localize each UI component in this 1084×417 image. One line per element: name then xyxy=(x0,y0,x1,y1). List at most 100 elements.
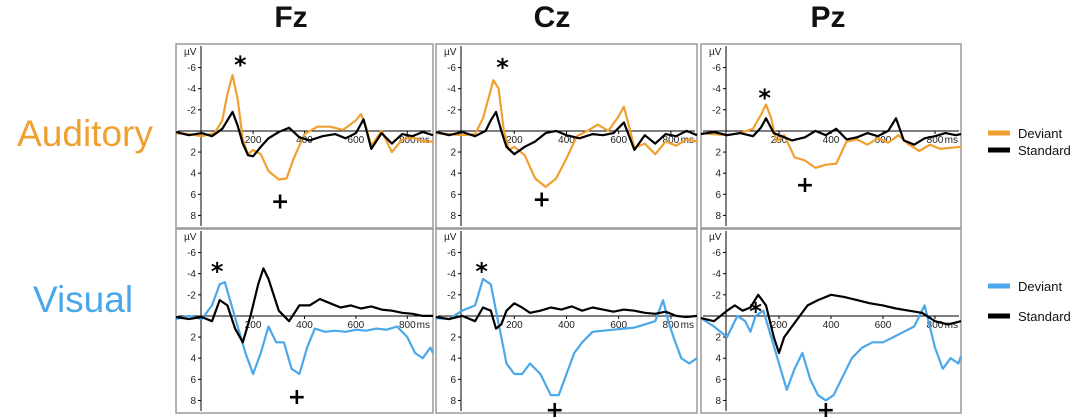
legend-label-visual-standard: Standard xyxy=(1018,309,1071,324)
x-unit-label: ms xyxy=(681,320,694,331)
significance-asterisk: * xyxy=(758,84,771,112)
y-tick-label: 8 xyxy=(190,396,196,407)
x-tick-label: 800 xyxy=(663,135,680,146)
x-tick-label: 200 xyxy=(771,320,788,331)
x-tick-label: 600 xyxy=(348,320,365,331)
significance-asterisk: * xyxy=(211,257,224,285)
row-label-visual: Visual xyxy=(33,279,133,320)
significance-plus: + xyxy=(532,188,550,213)
y-tick-label: 2 xyxy=(715,333,721,344)
y-tick-label: -4 xyxy=(187,269,196,280)
panel-visual-cz: µV -6 -4 -2 2 4 6 8 200 400 600 800 ms * + xyxy=(435,228,698,417)
x-tick-label: 200 xyxy=(506,320,523,331)
x-tick-label: 400 xyxy=(823,320,840,331)
y-tick-label: 8 xyxy=(450,396,456,407)
x-tick-label: 800 xyxy=(927,320,944,331)
y-tick-label: 8 xyxy=(715,396,721,407)
x-tick-label: 200 xyxy=(245,135,262,146)
x-tick-label: 400 xyxy=(558,135,575,146)
y-tick-label: -4 xyxy=(447,84,456,95)
series-deviant-line xyxy=(435,277,698,397)
y-tick-label: -4 xyxy=(187,84,196,95)
y-tick-label: -2 xyxy=(712,105,721,116)
series-deviant-line xyxy=(175,281,434,376)
x-tick-label: 400 xyxy=(823,135,840,146)
y-tick-label: 4 xyxy=(190,169,196,180)
y-tick-label: -4 xyxy=(712,84,721,95)
y-tick-label: 8 xyxy=(715,211,721,222)
series-standard-line xyxy=(175,267,433,344)
x-tick-label: 400 xyxy=(558,320,575,331)
panel-visual-pz: µV -6 -4 -2 2 4 6 8 200 400 600 800 ms * + xyxy=(700,228,963,417)
x-tick-label: 600 xyxy=(610,320,627,331)
y-tick-label: 8 xyxy=(450,211,456,222)
y-tick-label: 2 xyxy=(715,148,721,159)
row-label-auditory: Auditory xyxy=(17,113,153,154)
series-standard-line xyxy=(435,302,698,330)
y-tick-label: 2 xyxy=(450,333,456,344)
y-tick-label: -2 xyxy=(447,105,456,116)
y-tick-label: 6 xyxy=(450,190,456,201)
y-tick-label: 2 xyxy=(450,148,456,159)
panel-frame xyxy=(700,43,962,229)
x-tick-label: 800 xyxy=(399,135,416,146)
y-tick-label: -2 xyxy=(187,290,196,301)
series-standard-line xyxy=(700,117,962,146)
y-tick-label: -6 xyxy=(447,63,456,74)
legend-label-visual-deviant: Deviant xyxy=(1018,279,1062,294)
x-tick-label: 800 xyxy=(927,135,944,146)
significance-asterisk: * xyxy=(475,257,488,285)
series-standard-line xyxy=(700,293,962,354)
y-tick-label: 8 xyxy=(190,211,196,222)
series-standard-line xyxy=(435,110,698,156)
y-tick-label: 4 xyxy=(190,354,196,365)
y-tick-label: -6 xyxy=(447,248,456,259)
y-tick-label: -6 xyxy=(187,63,196,74)
y-unit-label: µV xyxy=(444,232,457,243)
y-unit-label: µV xyxy=(184,232,197,243)
y-tick-label: 6 xyxy=(715,190,721,201)
y-unit-label: µV xyxy=(444,47,457,58)
y-tick-label: 6 xyxy=(450,375,456,386)
y-tick-label: 2 xyxy=(190,148,196,159)
y-tick-label: -2 xyxy=(712,290,721,301)
y-tick-label: 4 xyxy=(450,169,456,180)
y-unit-label: µV xyxy=(184,47,197,58)
x-unit-label: ms xyxy=(417,320,430,331)
significance-plus: + xyxy=(817,398,835,417)
series-deviant-line xyxy=(700,103,962,169)
significance-plus: + xyxy=(546,398,564,417)
x-tick-label: 600 xyxy=(875,320,892,331)
y-tick-label: 6 xyxy=(190,375,196,386)
y-tick-label: 4 xyxy=(450,354,456,365)
x-tick-label: 600 xyxy=(610,135,627,146)
legend-auditory: Deviant Standard xyxy=(988,126,1071,158)
panel-frame xyxy=(175,228,434,414)
x-tick-label: 800 xyxy=(399,320,416,331)
column-title-pz: Pz xyxy=(810,1,845,34)
significance-plus: + xyxy=(271,190,289,215)
legend-label-auditory-standard: Standard xyxy=(1018,143,1071,158)
y-unit-label: µV xyxy=(709,232,722,243)
legend-visual: Deviant Standard xyxy=(988,279,1071,324)
significance-plus: + xyxy=(796,173,814,198)
x-tick-label: 400 xyxy=(296,320,313,331)
x-tick-label: 600 xyxy=(348,135,365,146)
significance-asterisk: * xyxy=(496,53,509,81)
significance-asterisk: * xyxy=(234,51,247,79)
y-tick-label: -2 xyxy=(447,290,456,301)
panel-visual-fz: µV -6 -4 -2 2 4 6 8 200 400 600 800 ms * + xyxy=(175,228,434,414)
significance-plus: + xyxy=(288,385,306,410)
legend-label-auditory-deviant: Deviant xyxy=(1018,126,1062,141)
x-unit-label: ms xyxy=(945,135,958,146)
x-tick-label: 200 xyxy=(506,135,523,146)
y-tick-label: 6 xyxy=(715,375,721,386)
y-tick-label: -2 xyxy=(187,105,196,116)
y-tick-label: -4 xyxy=(447,269,456,280)
y-tick-label: -4 xyxy=(712,269,721,280)
y-tick-label: -6 xyxy=(712,248,721,259)
